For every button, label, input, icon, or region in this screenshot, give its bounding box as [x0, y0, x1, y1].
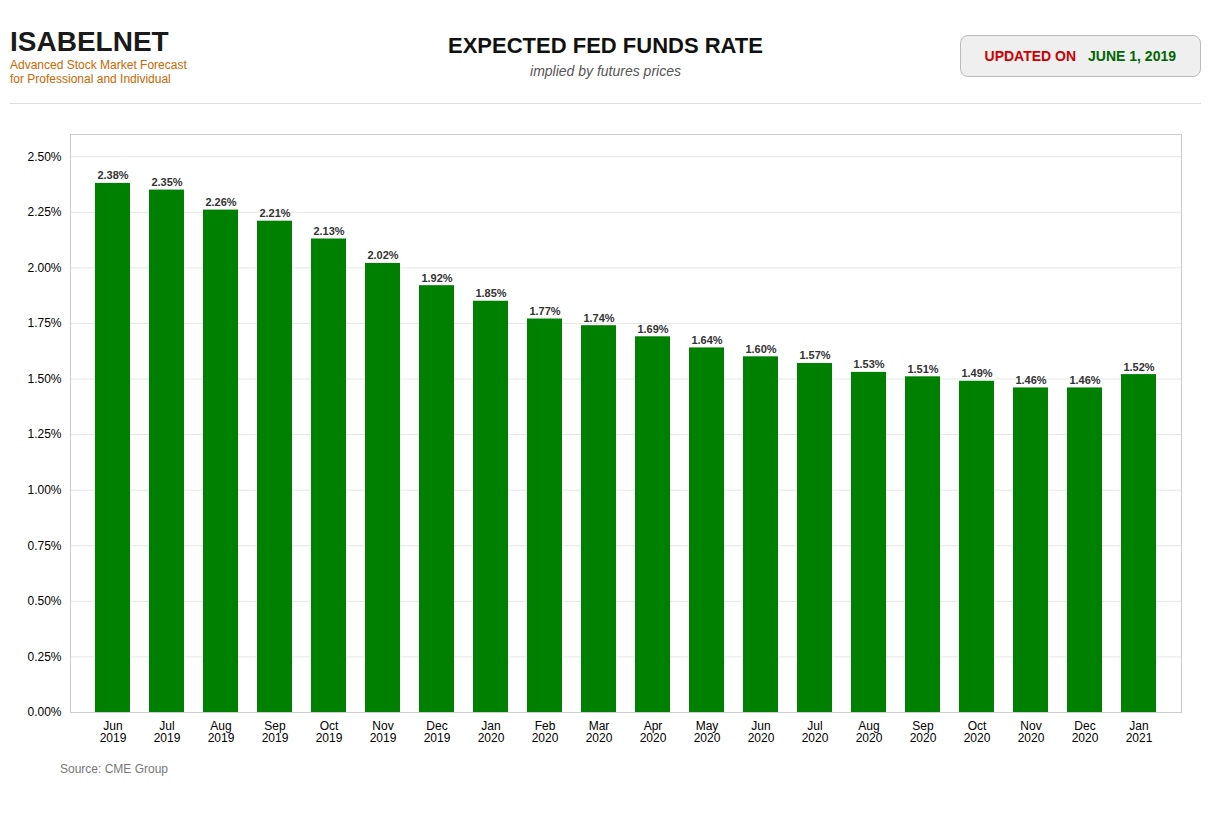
svg-text:1.69%: 1.69%: [637, 323, 668, 335]
html-text:implied by futures prices: implied by futures prices: [530, 62, 681, 79]
html-text:Source: CME Group: Source: CME Group: [60, 762, 168, 776]
svg-text:1.64%: 1.64%: [691, 334, 722, 346]
svg-text:1.92%: 1.92%: [421, 272, 452, 284]
svg-text:0.00%: 0.00%: [27, 705, 61, 719]
svg-text:2.25%: 2.25%: [27, 205, 61, 219]
svg-text:1.49%: 1.49%: [961, 367, 992, 379]
svg-text:Oct2019: Oct2019: [316, 719, 343, 745]
svg-text:Jan2020: Jan2020: [478, 719, 505, 745]
svg-text:Dec2019: Dec2019: [424, 719, 451, 745]
svg-text:1.46%: 1.46%: [1069, 374, 1100, 386]
svg-text:2.50%: 2.50%: [27, 150, 61, 164]
svg-text:Aug2019: Aug2019: [208, 719, 235, 745]
svg-text:Mar2020: Mar2020: [586, 719, 613, 745]
svg-text:Jun2019: Jun2019: [100, 719, 127, 745]
svg-text:1.77%: 1.77%: [529, 305, 560, 317]
html-text:Advanced Stock Market Forecast: Advanced Stock Market Forecast: [10, 57, 187, 72]
svg-text:2.26%: 2.26%: [205, 196, 236, 208]
svg-text:0.50%: 0.50%: [27, 594, 61, 608]
svg-text:Jun2020: Jun2020: [748, 719, 775, 745]
svg-text:1.75%: 1.75%: [27, 316, 61, 330]
svg-text:Sep2019: Sep2019: [262, 719, 289, 745]
html-text:ISABELNET: ISABELNET: [10, 25, 169, 57]
svg-text:1.85%: 1.85%: [475, 287, 506, 299]
svg-text:Jul2020: Jul2020: [802, 719, 829, 745]
svg-text:1.25%: 1.25%: [27, 427, 61, 441]
svg-text:May2020: May2020: [694, 719, 721, 745]
svg-text:Feb2020: Feb2020: [532, 719, 559, 745]
svg-text:1.51%: 1.51%: [907, 363, 938, 375]
html-text:EXPECTED FED FUNDS RATE: EXPECTED FED FUNDS RATE: [448, 32, 763, 58]
svg-text:1.60%: 1.60%: [745, 343, 776, 355]
svg-text:Sep2020: Sep2020: [910, 719, 937, 745]
svg-text:Nov2019: Nov2019: [370, 719, 397, 745]
svg-text:Nov2020: Nov2020: [1018, 719, 1045, 745]
svg-text:2.38%: 2.38%: [97, 169, 128, 181]
svg-text:1.57%: 1.57%: [799, 349, 830, 361]
html-text:JUNE 1, 2019: JUNE 1, 2019: [1088, 47, 1176, 64]
svg-text:2.00%: 2.00%: [27, 261, 61, 275]
svg-text:Aug2020: Aug2020: [856, 719, 883, 745]
svg-text:1.50%: 1.50%: [27, 372, 61, 386]
html-text:UPDATED ON: UPDATED ON: [984, 47, 1076, 64]
svg-text:1.74%: 1.74%: [583, 312, 614, 324]
svg-text:1.52%: 1.52%: [1123, 361, 1154, 373]
svg-text:Oct2020: Oct2020: [964, 719, 991, 745]
html-text:for Professional and Individua: for Professional and Individual: [10, 71, 171, 86]
svg-text:1.00%: 1.00%: [27, 483, 61, 497]
svg-text:Dec2020: Dec2020: [1072, 719, 1099, 745]
svg-text:2.35%: 2.35%: [151, 176, 182, 188]
svg-text:0.25%: 0.25%: [27, 650, 61, 664]
svg-text:1.53%: 1.53%: [853, 358, 884, 370]
svg-text:1.46%: 1.46%: [1015, 374, 1046, 386]
svg-text:Jul2019: Jul2019: [154, 719, 181, 745]
svg-text:2.02%: 2.02%: [367, 249, 398, 261]
svg-text:Apr2020: Apr2020: [640, 719, 667, 745]
svg-text:2.13%: 2.13%: [313, 225, 344, 237]
svg-text:0.75%: 0.75%: [27, 539, 61, 553]
svg-text:Jan2021: Jan2021: [1126, 719, 1153, 745]
svg-text:2.21%: 2.21%: [259, 207, 290, 219]
